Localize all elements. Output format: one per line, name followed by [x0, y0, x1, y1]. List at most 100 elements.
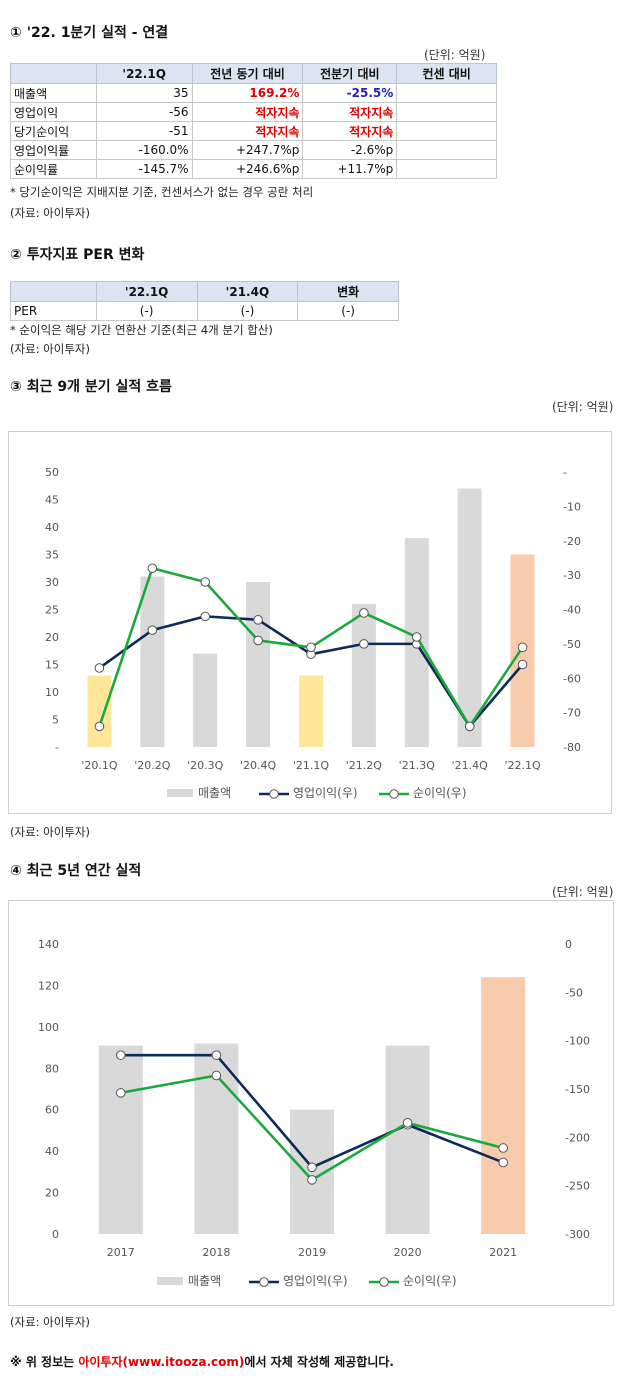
- cell: (-): [297, 301, 399, 321]
- net-point-4: [402, 1118, 413, 1128]
- net-point-4: [253, 635, 263, 646]
- section2-note: * 순이익은 해당 기간 연환산 기준(최근 4개 분기 합산): [10, 323, 273, 337]
- section4-title: ④ 최근 5년 연간 실적: [10, 863, 142, 879]
- x-tick-label: '22.1Q: [504, 759, 541, 772]
- row-label: 당기순이익: [10, 121, 97, 141]
- cell: 35: [95, 83, 193, 103]
- right-tick-label: -10: [563, 500, 581, 513]
- left-tick-label: -: [55, 741, 59, 754]
- x-tick-label: '21.2Q: [346, 759, 383, 772]
- legend-label: 순이익(우): [403, 1274, 457, 1288]
- cell: [396, 121, 497, 141]
- bar-4: [385, 1045, 430, 1234]
- left-tick-label: 45: [45, 494, 59, 507]
- footer-note: ※ 위 정보는 아이투자(www.itooza.com)에서 자체 작성해 제공…: [10, 1353, 394, 1370]
- cell: 169.2%: [191, 83, 304, 103]
- right-tick-label: -40: [563, 604, 581, 617]
- x-tick-label: '21.4Q: [452, 759, 489, 772]
- left-tick-label: 25: [45, 604, 59, 617]
- header-cell: [10, 63, 97, 84]
- legend-label: 영업이익(우): [283, 1274, 348, 1288]
- header-cell: '21.4Q: [196, 281, 299, 302]
- footer-link[interactable]: 아이투자(www.itooza.com): [78, 1355, 245, 1369]
- table-row: 매출액 35 169.2% -25.5%: [10, 83, 497, 103]
- op-point-3: [200, 611, 211, 622]
- x-tick-label: '21.1Q: [293, 759, 330, 772]
- left-tick-label: 50: [45, 466, 59, 479]
- left-tick-label: 0: [52, 1228, 59, 1241]
- right-tick-label: -100: [565, 1035, 590, 1048]
- table-row: 순이익률 -145.7% +246.6%p +11.7%p: [10, 159, 497, 179]
- row-label: PER: [10, 301, 97, 321]
- left-tick-label: 15: [45, 659, 59, 672]
- op-point-6: [359, 639, 369, 649]
- left-tick-label: 30: [45, 576, 59, 589]
- section2-source: (자료: 아이투자): [10, 342, 90, 356]
- cell: -160.0%: [95, 140, 193, 160]
- net-point-1: [94, 721, 105, 732]
- legend-label: 영업이익(우): [293, 786, 358, 800]
- legend-label: 매출액: [188, 1274, 221, 1288]
- section2-title: ② 투자지표 PER 변화: [10, 247, 145, 263]
- cell: 적자지속: [302, 121, 398, 141]
- op-point-2: [147, 625, 158, 635]
- left-tick-label: 80: [45, 1062, 59, 1075]
- x-tick-label: '20.1Q: [81, 759, 118, 772]
- x-tick-label: 2020: [394, 1246, 422, 1259]
- header-cell: [10, 281, 97, 302]
- right-tick-label: -80: [563, 741, 581, 754]
- quarterly-chart-frame: - 5 10 15 20 25 30 35 40 45 50 -80 -70 -60 -50 -40 -30 -2…: [8, 431, 612, 814]
- legend-bar-swatch: [157, 1277, 183, 1285]
- header-cell: '22.1Q: [95, 281, 198, 302]
- bar-3: [193, 653, 218, 747]
- cell: [396, 140, 497, 160]
- right-tick-label: -150: [565, 1083, 590, 1096]
- net-point-2: [147, 563, 158, 574]
- op-point-1: [116, 1050, 126, 1060]
- x-tick-label: '20.3Q: [187, 759, 224, 772]
- bar-8: [457, 488, 482, 747]
- legend-op-marker: [259, 1277, 269, 1287]
- bar-1: [98, 1045, 143, 1234]
- header-cell: 컨센 대비: [396, 63, 497, 84]
- right-tick-label: -300: [565, 1228, 590, 1241]
- right-tick-label: 0: [565, 938, 572, 951]
- header-cell: '22.1Q: [95, 63, 193, 84]
- net-point-5: [498, 1143, 509, 1153]
- x-tick-label: 2021: [489, 1246, 517, 1259]
- legend-label: 순이익(우): [413, 786, 467, 800]
- section1-source: (자료: 아이투자): [10, 206, 90, 220]
- results-table: '22.1Q 전년 동기 대비 전분기 대비 컨센 대비 매출액 35 169.…: [10, 63, 497, 179]
- section4-unit: (단위: 억원): [552, 885, 614, 899]
- section3-title: ③ 최근 9개 분기 실적 흐름: [10, 379, 172, 395]
- row-label: 영업이익: [10, 102, 97, 122]
- left-tick-label: 35: [45, 549, 59, 562]
- cell: -56: [95, 102, 193, 122]
- table-row: 영업이익 -56 적자지속 적자지속: [10, 102, 497, 122]
- cell: [396, 83, 497, 103]
- x-tick-label: '20.4Q: [240, 759, 277, 772]
- left-tick-label: 40: [45, 521, 59, 534]
- legend-bar-swatch: [167, 789, 193, 797]
- legend-op-marker: [269, 789, 279, 799]
- left-tick-label: 20: [45, 631, 59, 644]
- cell: -25.5%: [302, 83, 398, 103]
- net-point-6: [359, 608, 369, 618]
- cell: 적자지속: [302, 102, 398, 122]
- cell: [396, 102, 497, 122]
- left-tick-label: 10: [45, 686, 59, 699]
- cell: (-): [95, 301, 198, 321]
- bar-2: [140, 576, 165, 747]
- net-point-3: [200, 577, 211, 587]
- right-tick-label: -50: [565, 986, 583, 999]
- bar-5: [481, 977, 526, 1234]
- footer-prefix: ※ 위 정보는: [10, 1355, 79, 1369]
- net-point-3: [307, 1175, 317, 1185]
- x-tick-label: '21.3Q: [399, 759, 436, 772]
- bar-6: [351, 604, 376, 747]
- right-tick-label: -20: [563, 535, 581, 548]
- cell: -145.7%: [95, 159, 193, 179]
- cell: 적자지속: [191, 121, 304, 141]
- header-cell: 전년 동기 대비: [191, 63, 304, 84]
- cell: +246.6%p: [191, 159, 304, 179]
